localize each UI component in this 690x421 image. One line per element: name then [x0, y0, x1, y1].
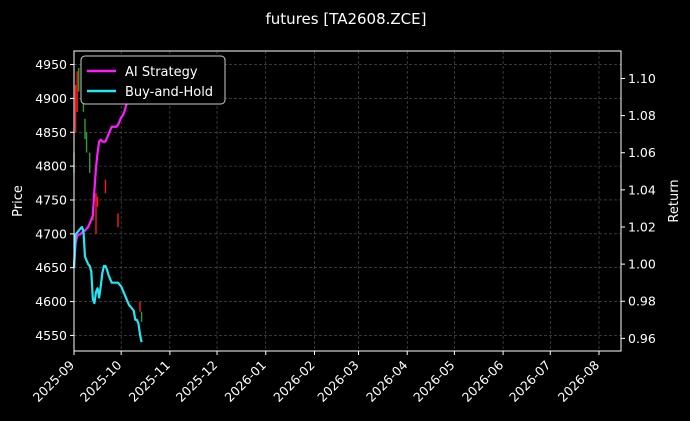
plot-frame — [73, 50, 622, 352]
y-left-tick-label: 4900 — [35, 91, 67, 106]
series-line-buy-and-hold — [72, 225, 143, 343]
y-right-tick-label: 1.06 — [628, 145, 656, 160]
y-left-tick-label: 4600 — [35, 294, 67, 309]
y-right-tick-label: 0.96 — [628, 331, 656, 346]
legend-box — [80, 55, 226, 105]
legend-label-ai-strategy: AI Strategy — [125, 65, 198, 80]
y-left-tick-label: 4950 — [35, 57, 67, 72]
chart-title: futures [TA2608.ZCE] — [266, 10, 427, 28]
y-left-tick-label: 4800 — [35, 159, 67, 174]
y-left-tick-label: 4850 — [35, 125, 67, 140]
y-left-tick-label: 4750 — [35, 192, 67, 207]
y-right-tick-label: 1.00 — [628, 257, 656, 272]
y-left-tick-label: 4700 — [35, 226, 67, 241]
y-right-tick-label: 1.10 — [628, 71, 656, 86]
y-right-tick-label: 1.04 — [628, 182, 656, 197]
y-axis-right-title: Return — [667, 179, 682, 222]
y-left-tick-label: 4650 — [35, 260, 67, 275]
y-right-tick-label: 1.02 — [628, 219, 656, 234]
y-axis-left-ticks: 4550 4600 4650 4700 4750 4800 4850 4900 4950 — [35, 57, 74, 343]
y-right-tick-label: 0.98 — [628, 294, 656, 309]
y-right-tick-label: 1.08 — [628, 108, 656, 123]
y-axis-left-title: Price — [11, 185, 26, 217]
y-axis-right-ticks: 0.96 0.98 1.00 1.02 1.04 1.06 1.08 1.10 — [621, 71, 656, 346]
legend: AI Strategy Buy-and-Hold — [80, 55, 226, 105]
legend-label-buy-and-hold: Buy-and-Hold — [125, 85, 213, 100]
y-left-tick-label: 4550 — [35, 328, 67, 343]
